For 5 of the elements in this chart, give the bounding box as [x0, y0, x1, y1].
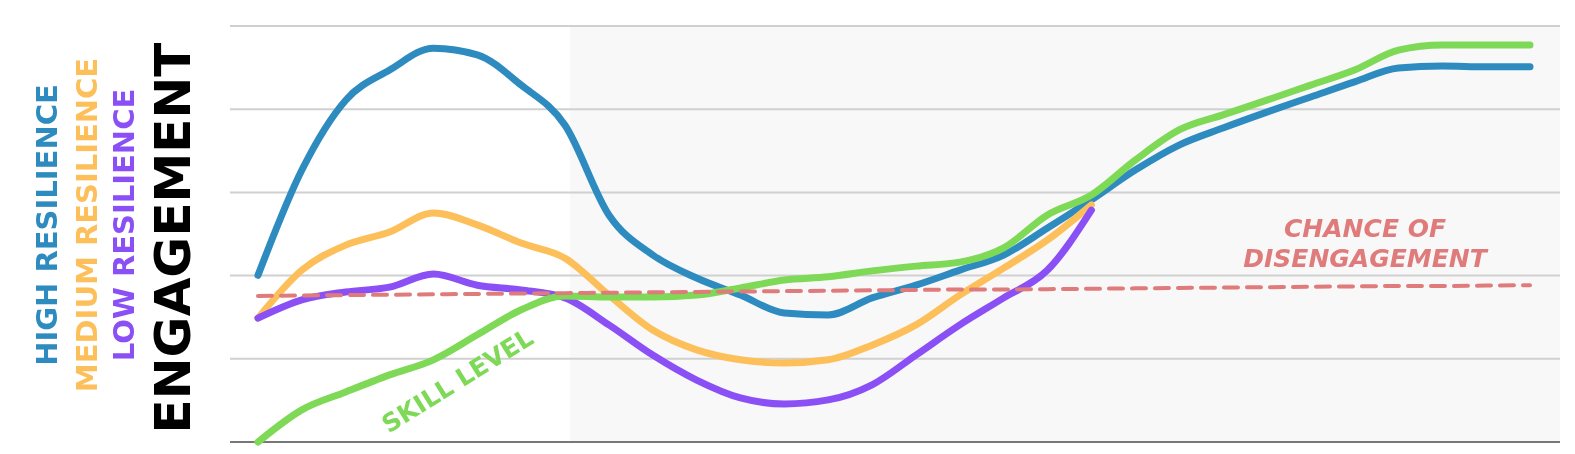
text: HIGH RESILIENCE: [30, 84, 64, 366]
text: LOW RESILIENCE: [107, 88, 141, 362]
series-label: CHANCE OF DISENGAGEMENT: [1243, 214, 1489, 273]
text: MEDIUM RESILIENCE: [70, 57, 104, 393]
y-axis-title: ENGAGEMENT: [144, 42, 202, 434]
